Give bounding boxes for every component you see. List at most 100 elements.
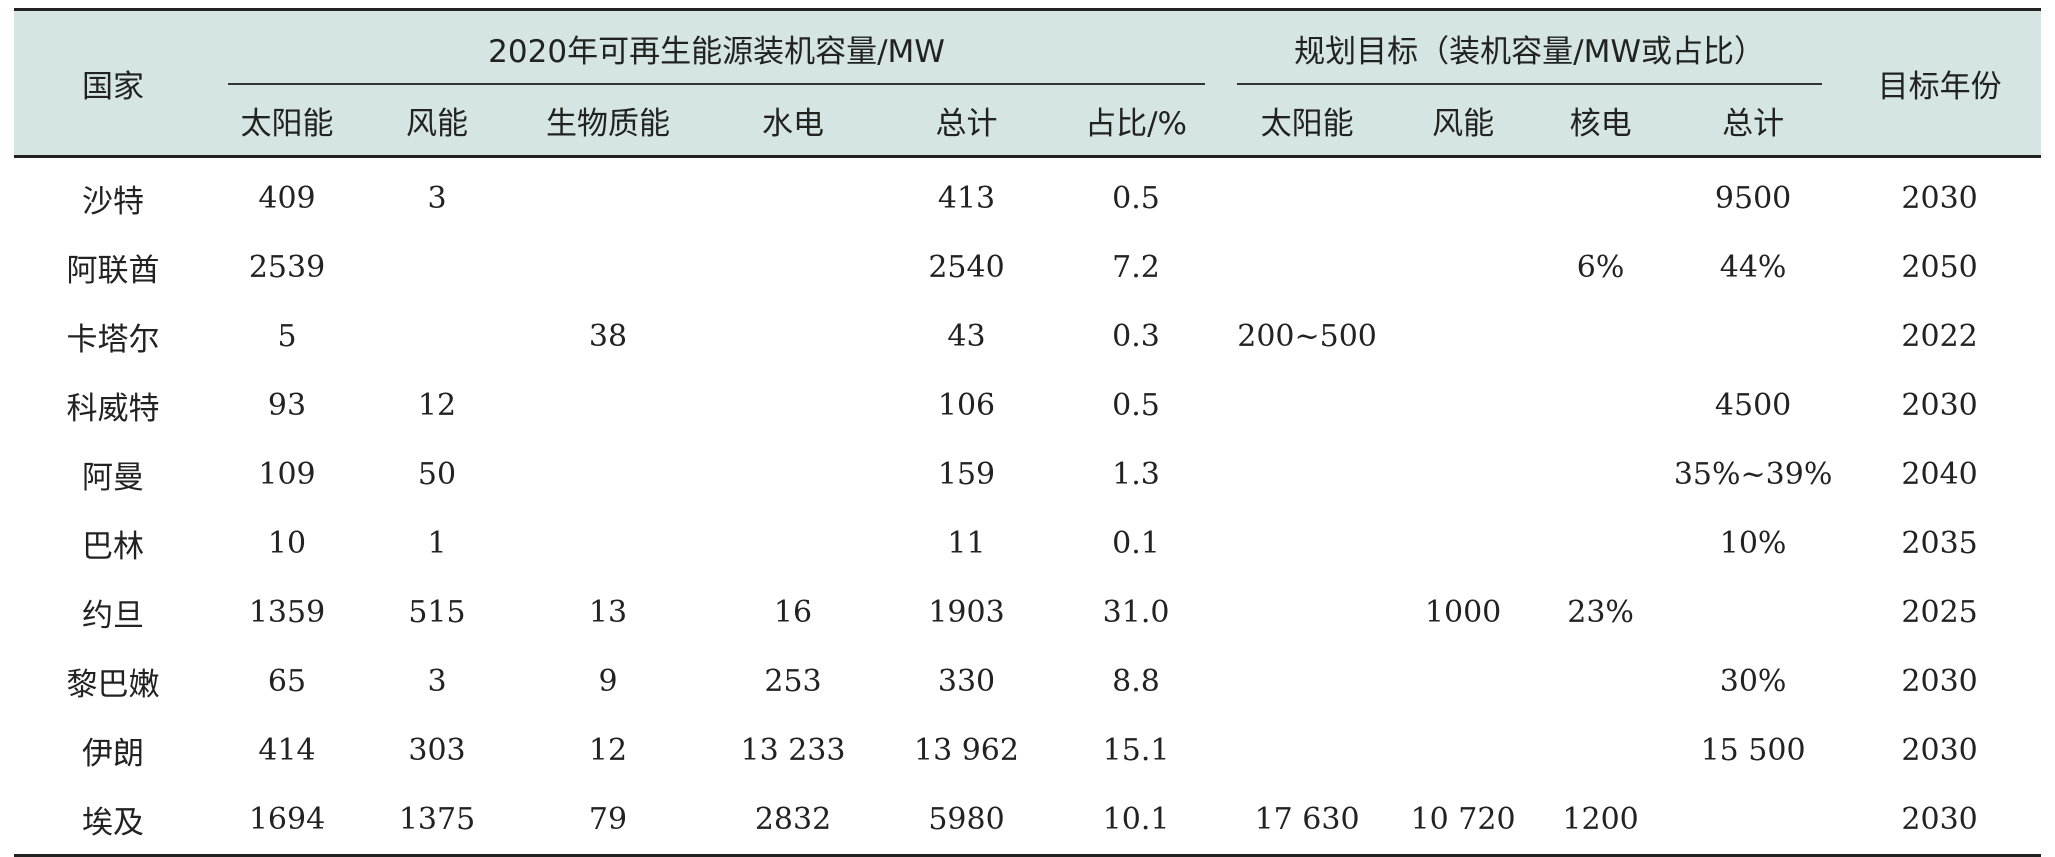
cell-country: 黎巴嫩	[66, 667, 160, 703]
cell-target-year: 2050	[1901, 250, 1978, 285]
cell-total-2020: 13 962	[914, 733, 1019, 768]
header-wind-2020: 风能	[362, 85, 512, 158]
cell-share-2020: 1.3	[1112, 457, 1160, 492]
cell-share-2020: 31.0	[1102, 595, 1170, 630]
cell-nuclear-target: 6%	[1576, 250, 1625, 285]
cell-target-year: 2030	[1901, 388, 1978, 423]
cell-total-2020: 2540	[928, 250, 1005, 285]
cell-nuclear-target	[1533, 157, 1668, 234]
cell-solar-target	[1221, 440, 1393, 509]
table-row: 黎巴嫩 65 3 9 253 330 8.8 30% 2030	[14, 647, 2041, 716]
table-row: 约旦 1359 515 13 16 1903 31.0 1000 23% 2025	[14, 578, 2041, 647]
cell-target-year: 2030	[1838, 785, 2042, 857]
cell-biomass-2020	[512, 371, 704, 440]
cell-total-2020: 330	[937, 664, 996, 699]
cell-solar-2020: 409	[258, 181, 316, 216]
cell-total-target: 4500	[1714, 388, 1792, 423]
cell-total-target: 35%~39%	[1673, 457, 1833, 492]
cell-wind-target	[1393, 371, 1533, 440]
cell-total-target: 10%	[1719, 526, 1787, 561]
cell-biomass-2020	[512, 233, 704, 302]
cell-biomass-2020	[512, 509, 704, 578]
table-row: 卡塔尔 5 38 43 0.3 200~500 2022	[14, 302, 2041, 371]
cell-total-target: 15 500	[1700, 733, 1806, 768]
cell-hydro-2020	[704, 371, 882, 440]
cell-wind-target	[1393, 157, 1533, 234]
cell-solar-2020: 1359	[248, 595, 326, 630]
cell-nuclear-target	[1533, 302, 1668, 371]
cell-biomass-2020: 79	[512, 785, 704, 857]
cell-solar-2020: 93	[267, 388, 307, 423]
cell-biomass-2020: 12	[588, 733, 628, 768]
cell-country: 约旦	[82, 598, 144, 634]
cell-total-target	[1668, 578, 1838, 647]
cell-hydro-2020: 13 233	[740, 733, 846, 768]
cell-nuclear-target	[1533, 371, 1668, 440]
header-share-2020: 占比/%	[1051, 85, 1222, 158]
cell-hydro-2020: 253	[764, 664, 822, 699]
cell-total-2020: 1903	[928, 595, 1005, 630]
cell-wind-2020: 12	[417, 388, 457, 423]
cell-total-2020: 106	[937, 388, 996, 423]
cell-total-2020: 43	[947, 319, 986, 354]
cell-total-target: 44%	[1719, 250, 1787, 285]
cell-total-2020: 413	[937, 181, 996, 216]
cell-solar-2020: 10	[267, 526, 307, 561]
header-nuclear-target: 核电	[1533, 85, 1669, 158]
cell-total-target	[1668, 302, 1838, 371]
cell-nuclear-target: 23%	[1567, 595, 1634, 630]
header-country: 国家	[14, 8, 212, 158]
header-hydro-2020: 水电	[704, 85, 882, 158]
cell-nuclear-target: 1200	[1533, 785, 1669, 857]
cell-hydro-2020: 16	[773, 595, 813, 630]
cell-solar-2020: 2539	[248, 250, 326, 285]
cell-country: 阿联酋	[66, 253, 160, 289]
cell-total-target: 30%	[1719, 664, 1787, 699]
header-wind-target: 风能	[1393, 85, 1534, 158]
table-row: 阿曼 109 50 159 1.3 35%~39% 2040	[14, 440, 2041, 509]
cell-target-year: 2040	[1901, 457, 1978, 492]
cell-share-2020: 0.5	[1112, 181, 1160, 216]
cell-solar-2020: 414	[258, 733, 316, 768]
cell-wind-2020: 1	[427, 526, 447, 561]
cell-total-target	[1668, 785, 1839, 857]
header-target-group: 规划目标（装机容量/MW或占比）	[1221, 8, 1839, 86]
cell-share-2020: 10.1	[1051, 785, 1222, 857]
cell-biomass-2020: 9	[598, 664, 618, 699]
header-total-target: 总计	[1668, 85, 1839, 158]
cell-total-2020: 11	[947, 526, 986, 561]
cell-target-year: 2030	[1901, 733, 1978, 768]
cell-wind-target	[1393, 509, 1533, 578]
cell-nuclear-target	[1533, 647, 1668, 716]
cell-wind-target: 1000	[1424, 595, 1502, 630]
cell-wind-2020: 3	[427, 181, 447, 216]
cell-target-year: 2035	[1901, 526, 1978, 561]
cell-wind-target	[1393, 302, 1533, 371]
table-row: 伊朗 414 303 12 13 233 13 962 15.1 15 500 2030	[14, 716, 2041, 785]
cell-country: 卡塔尔	[66, 322, 160, 358]
cell-share-2020: 0.1	[1112, 526, 1160, 561]
table-row: 巴林 10 1 11 0.1 10% 2035	[14, 509, 2041, 578]
cell-target-year: 2022	[1901, 319, 1978, 354]
cell-solar-target	[1221, 509, 1393, 578]
cell-total-2020: 5980	[882, 785, 1051, 857]
table-row: 科威特 93 12 106 0.5 4500 2030	[14, 371, 2041, 440]
cell-share-2020: 0.5	[1112, 388, 1160, 423]
cell-hydro-2020	[704, 509, 882, 578]
cell-solar-target	[1221, 157, 1393, 234]
cell-solar-target	[1221, 716, 1393, 785]
cell-total-target: 9500	[1714, 181, 1792, 216]
cell-country: 阿曼	[82, 460, 144, 496]
header-target-year: 目标年份	[1838, 8, 2042, 158]
header-2020-group: 2020年可再生能源装机容量/MW	[212, 8, 1222, 86]
cell-hydro-2020	[704, 302, 882, 371]
cell-wind-2020: 515	[408, 595, 466, 630]
table-row: 埃及 1694 1375 79 2832 5980 10.1 17 630 10 720 1200…	[14, 785, 2042, 857]
cell-biomass-2020	[512, 440, 704, 509]
cell-wind-2020: 50	[417, 457, 457, 492]
cell-biomass-2020	[512, 157, 704, 234]
cell-solar-target	[1221, 371, 1393, 440]
cell-wind-2020: 3	[427, 664, 447, 699]
cell-wind-2020: 303	[408, 733, 466, 768]
cell-solar-2020: 65	[267, 664, 307, 699]
